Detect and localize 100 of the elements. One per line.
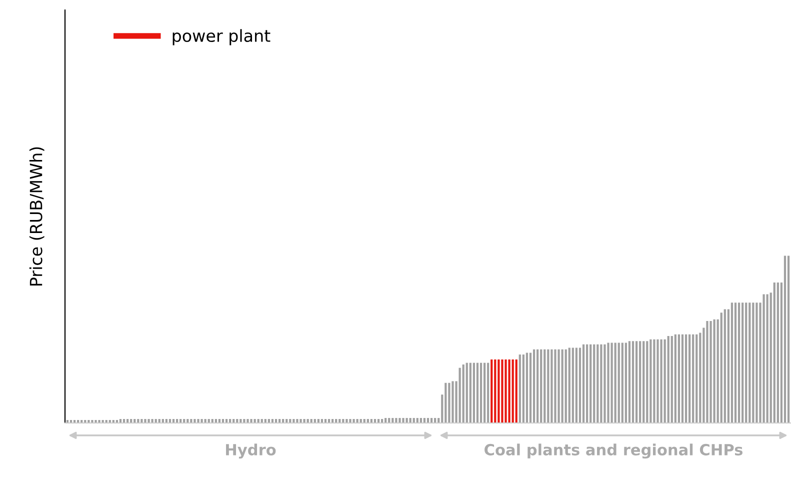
bar [720,312,722,423]
bar [784,256,786,423]
bar [250,418,252,423]
bar [406,418,408,423]
bar [494,359,496,423]
bar [748,302,751,423]
bar [756,302,758,423]
bar [692,334,694,423]
bar [151,418,154,423]
text: Hydro [226,444,276,459]
bar [303,418,306,423]
bar [738,302,740,423]
bar [734,302,737,423]
bar [197,418,200,423]
bar [91,420,94,423]
bar [472,362,476,423]
bar [787,256,790,423]
bar [653,339,656,423]
bar [140,418,143,423]
bar [730,302,734,423]
bar [536,349,539,423]
bar [684,334,688,423]
bar [674,334,676,423]
bar [402,418,404,423]
bar [624,342,627,423]
bar [448,382,450,423]
bar [670,336,673,423]
bar [476,362,479,423]
bar [582,344,585,423]
bar [575,348,578,423]
bar [246,418,249,423]
bar [529,352,532,423]
bar [578,348,582,423]
bar [349,418,352,423]
bar [667,336,670,423]
bar [518,354,521,423]
bar [515,359,518,423]
bar [469,362,472,423]
bar [352,418,355,423]
bar [568,348,570,423]
bar [614,342,616,423]
bar [94,420,97,423]
bar [752,302,754,423]
bar [642,341,645,423]
bar [635,341,638,423]
bar [572,348,574,423]
bar [508,359,510,423]
bar [561,349,564,423]
bar [480,362,482,423]
bar [200,418,203,423]
text: Coal plants and regional CHPs [484,444,742,459]
bar [512,359,514,423]
bar [607,342,610,423]
bar [604,344,606,423]
bar [681,334,684,423]
bar [713,319,716,423]
bar [773,282,776,423]
bar [646,341,648,423]
y-axis-title: Price (RUB/MWh) [29,147,44,286]
bar [586,344,588,423]
bar [706,321,708,423]
bar [444,382,447,423]
bar [554,349,556,423]
bar [650,339,652,423]
bar [596,344,599,423]
bar [564,349,567,423]
bar [522,354,524,423]
bar [678,334,680,423]
bar [610,342,613,423]
bar [504,359,507,423]
bar [590,344,592,423]
bar [688,334,691,423]
bar [498,359,500,423]
bar [621,342,624,423]
bar [243,418,246,423]
bar [296,418,298,423]
bar [745,302,748,423]
bar [550,349,553,423]
bar [462,364,464,423]
bar [593,344,596,423]
bar [398,418,401,423]
bar [194,418,196,423]
bar [346,418,348,423]
bar [664,339,666,423]
bar [558,349,560,423]
bar [483,362,486,423]
bar [487,362,490,423]
bar [526,352,528,423]
bar [148,418,150,423]
bar [254,418,256,423]
bar [600,344,602,423]
bar [356,418,358,423]
bar [618,342,620,423]
bar [547,349,550,423]
legend-label: power plant [172,29,270,46]
bar [490,359,493,423]
bar [766,294,768,423]
bar [544,349,546,423]
bar [639,341,642,423]
bar [660,339,662,423]
